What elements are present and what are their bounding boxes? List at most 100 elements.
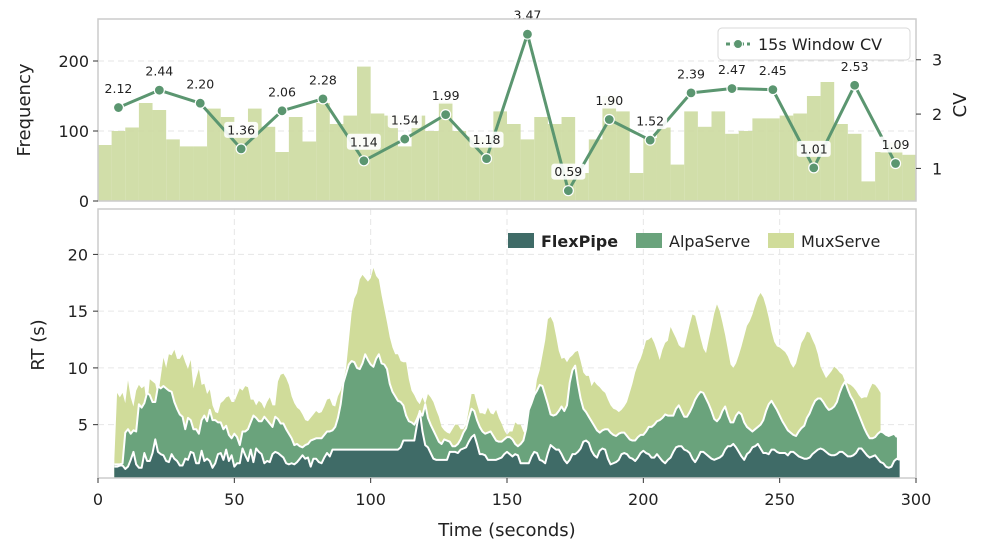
histogram-bar — [588, 139, 603, 201]
histogram-bar — [834, 124, 848, 201]
legend-label-muxserve: MuxServe — [801, 232, 880, 251]
cv-point — [889, 157, 902, 170]
cv-label: 3.47 — [514, 8, 542, 23]
y-tick-label: 0 — [79, 192, 89, 211]
histogram-bar — [916, 142, 930, 201]
legend-label-flexpipe: FlexPipe — [541, 232, 618, 251]
bottom-x-axis: 0 50 100 150 200 250 300 — [93, 478, 931, 509]
histogram-bar — [111, 131, 126, 201]
bottom-y-axis-label: RT (s) — [28, 319, 49, 370]
top-y-axis: 0 100 200 — [58, 52, 98, 211]
cv-label: 1.99 — [432, 88, 460, 103]
histogram-bar — [656, 127, 671, 201]
y-tick-label: 20 — [68, 245, 88, 264]
histogram-bar — [575, 173, 589, 201]
histogram-bar — [275, 152, 289, 201]
x-tick-label: 50 — [224, 490, 244, 509]
cv-point — [235, 143, 247, 155]
cv-label: 1.54 — [391, 113, 419, 128]
cv-label-box — [469, 131, 504, 148]
area-alpaserve — [114, 354, 897, 478]
legend-swatch-muxserve — [768, 233, 794, 248]
histogram-bar — [793, 113, 807, 201]
cv-point — [276, 105, 288, 117]
top-panel: 2.12 2.44 2.20 1.36 2.06 2.28 1.14 1.54 1.99 1.18… — [14, 7, 971, 211]
bottom-y-axis: 5 10 15 20 — [68, 245, 98, 435]
cv-label: 2.53 — [841, 59, 869, 74]
histogram-bar — [684, 111, 698, 201]
histogram-bar — [425, 131, 439, 201]
histogram-bar — [193, 146, 208, 201]
x-tick-label: 150 — [492, 490, 523, 509]
x-tick-label: 200 — [628, 490, 659, 509]
cv-point — [112, 101, 125, 114]
x-tick-label: 0 — [93, 490, 103, 509]
cv-point — [808, 162, 820, 174]
y-tick-label: 100 — [58, 122, 89, 141]
histogram-bar — [316, 103, 330, 201]
cv-point — [358, 155, 370, 167]
cv-label-box — [796, 140, 831, 157]
cv-point — [317, 93, 329, 105]
histogram-bar — [602, 96, 617, 201]
histogram-bar — [493, 111, 507, 201]
histogram-bar — [207, 108, 221, 201]
cv-label: 2.44 — [145, 64, 173, 79]
histogram-bar — [875, 152, 889, 201]
histogram-bar — [411, 115, 426, 201]
cv-line-layer — [117, 32, 897, 193]
cv-point — [153, 84, 165, 96]
cv-point — [767, 84, 779, 96]
histogram-bar — [466, 136, 480, 201]
cv-label-box — [142, 63, 177, 80]
cv-label: 0.59 — [554, 164, 582, 179]
cv-line — [117, 32, 897, 193]
histogram-bar — [329, 124, 344, 201]
histogram-bar — [438, 101, 453, 201]
cv-label: 1.36 — [227, 122, 255, 137]
cv-label: 1.14 — [350, 134, 378, 149]
cv-label-box — [551, 163, 586, 180]
histogram-bar — [138, 103, 153, 201]
top-legend-marker — [733, 39, 743, 49]
histogram-bar — [861, 181, 876, 201]
histogram-bar — [725, 133, 739, 201]
histogram-bar — [261, 126, 276, 201]
top-legend: 15s Window CV — [717, 27, 911, 61]
histogram-bar — [779, 115, 794, 201]
cv-label-box — [346, 133, 381, 150]
cv-point — [603, 113, 615, 126]
x-tick-label: 100 — [355, 490, 386, 509]
area-alpaserve-outline — [114, 353, 898, 466]
histogram-bar — [152, 110, 167, 201]
cv-label: 2.12 — [105, 81, 133, 96]
histogram-bar — [520, 139, 535, 201]
top-y-axis-label: Frequency — [14, 63, 35, 156]
histogram-bar — [902, 154, 916, 201]
histogram-bar — [343, 115, 358, 201]
y-tick-label: 5 — [78, 416, 88, 435]
bottom-x-axis-label: Time (seconds) — [437, 520, 575, 541]
cv-point — [644, 134, 656, 146]
histogram-bar — [643, 138, 657, 201]
top-legend-frame — [717, 27, 911, 61]
x-tick-label: 250 — [764, 490, 795, 509]
cv-label-box — [633, 113, 668, 130]
cv-point — [440, 109, 452, 121]
legend-label-alpaserve: AlpaServe — [669, 232, 750, 251]
histogram-bar — [738, 131, 753, 201]
histogram-bar — [534, 117, 548, 201]
legend-swatch-flexpipe — [508, 233, 534, 248]
area-flexpipe — [114, 411, 900, 478]
bottom-areas — [114, 268, 901, 478]
cv-label-box — [674, 65, 709, 82]
histogram-bar — [711, 111, 726, 201]
histogram-bar — [98, 145, 112, 201]
area-flexpipe-outline — [114, 410, 901, 470]
bottom-legend: FlexPipe AlpaServe MuxServe — [508, 232, 880, 251]
cv-label-box — [837, 58, 872, 75]
top-y2-axis: 1 2 3 — [916, 51, 942, 178]
cv-label-box — [101, 80, 136, 97]
cv-label-box — [305, 71, 340, 88]
